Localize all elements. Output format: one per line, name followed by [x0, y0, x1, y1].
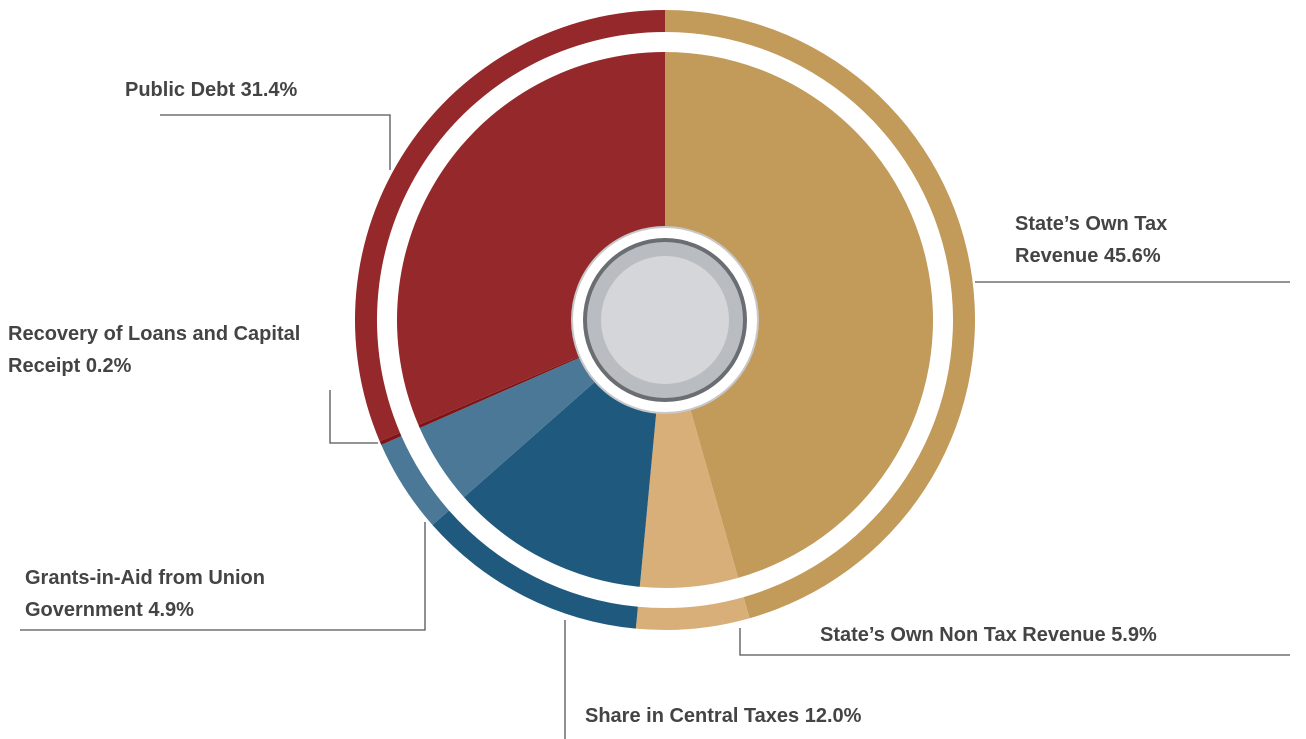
label: Public Debt 31.4%: [125, 74, 297, 106]
ring-segment: [354, 10, 665, 442]
label-name: Recovery of Loans and Capital Receipt: [8, 323, 301, 377]
coin: [571, 226, 759, 414]
label-value: 12.0%: [804, 705, 862, 727]
label-value: 45.6%: [1103, 245, 1161, 267]
leader-line: [329, 390, 378, 444]
label: Share in Central Taxes 12.0%: [585, 700, 861, 732]
leader-lines: [20, 114, 1290, 739]
label-name: Public Debt: [125, 79, 236, 101]
pie-slice: [665, 51, 934, 578]
ring-segment: [381, 436, 449, 526]
label: Recovery of Loans and Capital Receipt 0.…: [8, 318, 308, 382]
label-value: 31.4%: [240, 79, 298, 101]
leader-line: [160, 114, 391, 170]
label: State’s Own Non Tax Revenue 5.9%: [820, 619, 1157, 651]
ring-segment: [635, 597, 750, 630]
ring-segment: [379, 432, 402, 445]
ring-segment: [432, 510, 638, 629]
label-name: Share in Central Taxes: [585, 705, 800, 727]
label: Grants-in-Aid from Union Government 4.9%: [25, 562, 325, 626]
label-value: 0.2%: [85, 355, 132, 377]
label-value: 5.9%: [1111, 624, 1157, 646]
label: State’s Own Tax Revenue 45.6%: [1015, 208, 1245, 272]
label-name: State’s Own Tax Revenue: [1015, 213, 1168, 267]
label-value: 4.9%: [148, 599, 194, 621]
label-name: Grants-in-Aid from Union Government: [25, 567, 265, 621]
label-name: State’s Own Non Tax Revenue: [820, 624, 1106, 646]
leader-line: [739, 628, 1290, 656]
leader-line: [20, 522, 426, 631]
coin-face: [601, 256, 729, 384]
